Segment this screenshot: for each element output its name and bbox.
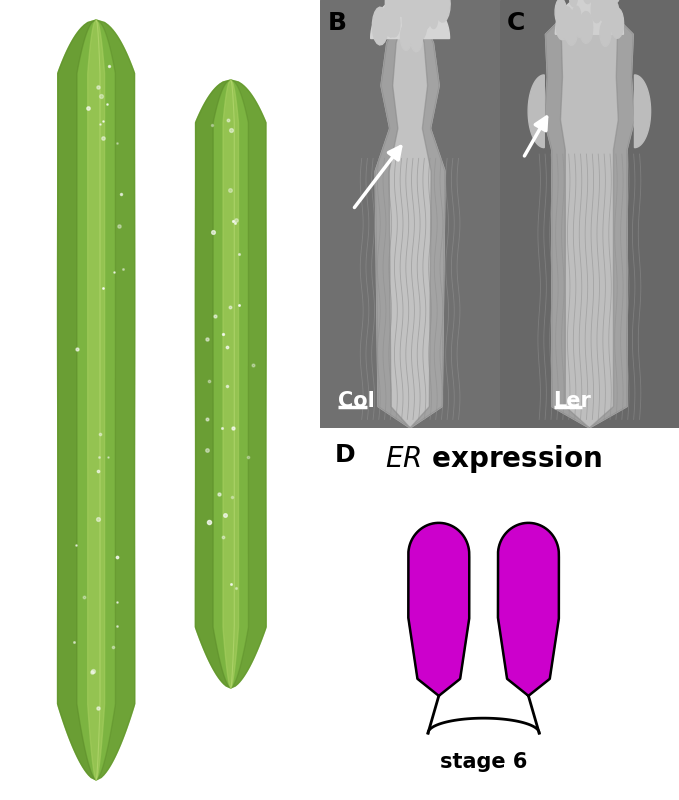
Polygon shape <box>196 80 266 688</box>
Polygon shape <box>555 0 623 34</box>
Polygon shape <box>409 0 418 14</box>
Polygon shape <box>58 20 96 780</box>
Polygon shape <box>403 4 416 36</box>
Polygon shape <box>386 4 397 31</box>
Text: stage 6: stage 6 <box>440 752 528 772</box>
Text: Ler: Ler <box>553 391 591 411</box>
Polygon shape <box>231 80 266 688</box>
Polygon shape <box>589 0 634 428</box>
Polygon shape <box>634 75 650 148</box>
Polygon shape <box>375 0 445 428</box>
Polygon shape <box>372 7 388 45</box>
Polygon shape <box>585 25 592 42</box>
Text: C: C <box>507 10 526 34</box>
Polygon shape <box>430 0 439 20</box>
Text: $\mathit{ER}$ expression: $\mathit{ER}$ expression <box>385 443 602 475</box>
Polygon shape <box>196 80 231 688</box>
Polygon shape <box>381 18 388 37</box>
Polygon shape <box>386 0 399 18</box>
Polygon shape <box>572 6 581 27</box>
Polygon shape <box>572 12 580 32</box>
Polygon shape <box>397 0 407 16</box>
Polygon shape <box>410 22 422 52</box>
Polygon shape <box>223 80 238 688</box>
Polygon shape <box>608 0 614 2</box>
Polygon shape <box>386 2 394 22</box>
Polygon shape <box>389 10 400 37</box>
Polygon shape <box>611 8 623 38</box>
Polygon shape <box>410 0 500 428</box>
Polygon shape <box>58 20 134 780</box>
Polygon shape <box>384 0 399 37</box>
Polygon shape <box>419 0 432 29</box>
Text: B: B <box>328 10 347 34</box>
Polygon shape <box>576 19 583 38</box>
Polygon shape <box>403 0 418 10</box>
Polygon shape <box>560 6 574 40</box>
Polygon shape <box>320 0 410 428</box>
Polygon shape <box>583 0 592 4</box>
Polygon shape <box>556 11 568 40</box>
Polygon shape <box>498 523 559 696</box>
Polygon shape <box>570 0 577 6</box>
Polygon shape <box>371 0 449 38</box>
Polygon shape <box>416 0 426 22</box>
Text: Col: Col <box>338 391 375 411</box>
Polygon shape <box>409 9 421 35</box>
Polygon shape <box>591 0 602 12</box>
Polygon shape <box>555 0 566 26</box>
Text: Col Ler: Col Ler <box>114 756 206 780</box>
Polygon shape <box>401 23 411 50</box>
Polygon shape <box>389 6 399 29</box>
Polygon shape <box>579 11 593 43</box>
Polygon shape <box>600 20 611 46</box>
Polygon shape <box>408 523 469 696</box>
Polygon shape <box>601 0 614 26</box>
Polygon shape <box>591 0 602 22</box>
Polygon shape <box>500 0 589 428</box>
Text: D: D <box>335 443 355 467</box>
Polygon shape <box>414 9 427 40</box>
Polygon shape <box>419 6 428 26</box>
Text: A: A <box>13 20 32 44</box>
Polygon shape <box>545 0 634 428</box>
Polygon shape <box>420 0 434 19</box>
Polygon shape <box>566 16 578 46</box>
Polygon shape <box>408 0 418 10</box>
Polygon shape <box>390 5 399 26</box>
Polygon shape <box>612 0 620 2</box>
Polygon shape <box>545 0 589 428</box>
Polygon shape <box>96 20 134 780</box>
Polygon shape <box>88 20 105 780</box>
Polygon shape <box>589 0 679 428</box>
Polygon shape <box>375 0 410 428</box>
Polygon shape <box>430 10 438 29</box>
Polygon shape <box>608 0 619 26</box>
Polygon shape <box>528 75 545 148</box>
Polygon shape <box>410 0 445 428</box>
Polygon shape <box>435 0 450 22</box>
Polygon shape <box>600 2 609 22</box>
